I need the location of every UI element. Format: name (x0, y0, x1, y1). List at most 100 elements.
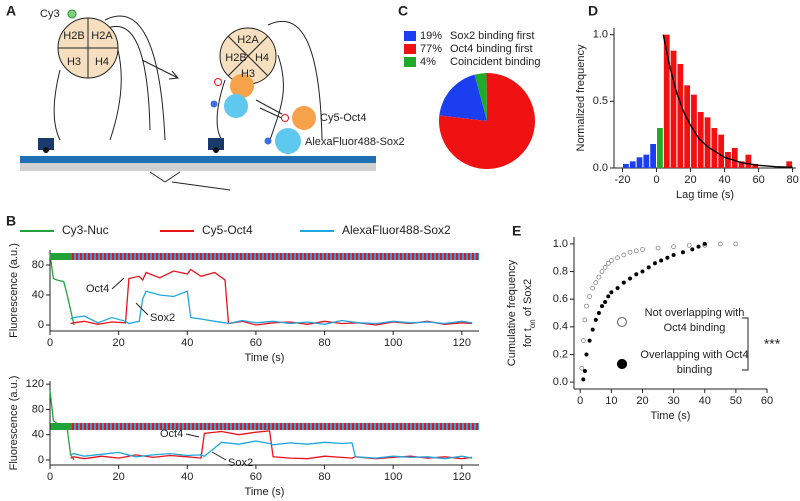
legend-label: Oct4 binding first (450, 43, 533, 55)
hist-bar (752, 164, 759, 168)
annotation: Oct4 (160, 428, 183, 440)
x-tick-label: 20 (636, 395, 648, 407)
point (581, 377, 586, 382)
panel-label: D (588, 3, 598, 19)
hist-bar (731, 148, 738, 168)
histone-label: H2A (237, 34, 259, 46)
annotation-arrow (135, 302, 149, 316)
hist-bar (704, 117, 711, 168)
point (593, 280, 599, 285)
glass (20, 163, 376, 171)
anchor (208, 138, 224, 150)
oct4-label: Cy5-Oct4 (320, 112, 366, 124)
point (590, 285, 596, 291)
pie-slice (474, 73, 487, 121)
point (587, 294, 592, 299)
legend-entry: Overlapping with Oct4 binding (640, 349, 749, 376)
significance-bracket (742, 317, 749, 371)
point (582, 317, 588, 323)
dna (216, 20, 323, 141)
nucleosome-cross (58, 18, 118, 78)
x-tick-label: 40 (718, 174, 730, 186)
histone-label: H4 (95, 56, 109, 68)
y-tick-label: 0.6 (553, 293, 568, 305)
excitation-strip (72, 253, 479, 260)
trace (49, 253, 75, 326)
annotation-arrow (111, 277, 125, 290)
schematic: Cy3 H2B H2A H3 H4 H2A H2B H4 H3 Cy5-Oct4… (20, 8, 405, 191)
point (615, 255, 620, 261)
point (609, 258, 614, 263)
y-tick-label: 0.2 (553, 348, 568, 360)
y-tick-label: 0.0 (553, 376, 568, 388)
x-tick-label: 100 (384, 471, 402, 483)
point (600, 304, 605, 309)
oct4-free (292, 106, 316, 130)
x-tick-label: 60 (250, 471, 262, 483)
trace (70, 290, 473, 325)
annotation-arrow (211, 451, 227, 461)
y-tick-label: 1.0 (593, 29, 608, 41)
y-axis-label: Normalized frequency (575, 44, 587, 151)
sox2-label: AlexaFluor488-Sox2 (305, 136, 405, 148)
anchor (38, 138, 54, 150)
x-tick-label: 0 (47, 471, 53, 483)
x-tick-label: 80 (786, 174, 798, 186)
panel-label: A (6, 3, 16, 19)
y-tick-label: 0.4 (553, 321, 568, 333)
x-axis-label: Lag time (s) (676, 189, 734, 201)
trace (70, 268, 473, 326)
panel-label: B (6, 213, 16, 229)
legend-label: Overlapping with Oct4 binding (640, 349, 749, 376)
hist-bar (636, 157, 643, 168)
legend-value: 19% (420, 30, 442, 42)
hist-bar (650, 144, 657, 168)
point (596, 311, 601, 315)
point (652, 261, 657, 266)
cy5-dye (214, 78, 222, 86)
x-tick-label: 100 (384, 337, 402, 349)
hist-bar (670, 50, 677, 168)
legend-label: AlexaFluor488-Sox2 (342, 223, 451, 237)
x-tick-label: 80 (318, 471, 330, 483)
fit-curve (662, 34, 793, 168)
x-tick-label: 40 (181, 471, 193, 483)
legend-label: Coincident binding (450, 56, 541, 68)
y-axis-label-sub: on (528, 319, 537, 328)
point (579, 365, 585, 371)
point (634, 272, 639, 277)
point (696, 244, 701, 249)
x-tick-label: -20 (615, 174, 631, 186)
cy3-dye (67, 9, 77, 19)
annotation: Sox2 (150, 312, 175, 324)
point (659, 258, 664, 263)
y-tick-label: 0.5 (593, 95, 608, 107)
legend-label: Cy5-Oct4 (202, 223, 253, 237)
y-tick-label: 80 (32, 259, 44, 271)
annotation: Sox2 (228, 457, 253, 469)
y-tick-label: 40 (32, 289, 44, 301)
x-tick-label: 0 (47, 337, 53, 349)
point (702, 241, 707, 246)
legend-swatch (404, 57, 416, 67)
point (717, 241, 723, 247)
x-tick-label: 30 (667, 395, 679, 407)
point (633, 248, 639, 254)
panel-label: E (512, 223, 521, 239)
point (587, 338, 592, 343)
hist-bar (725, 152, 731, 168)
sox2-bound (224, 94, 248, 118)
x-tick-label: 120 (453, 471, 471, 483)
y-axis-label: Fluorescence (a.u.) (8, 376, 20, 471)
pie-slice (439, 73, 536, 169)
legend-swatch (404, 31, 416, 41)
hist-bar (629, 161, 636, 168)
x-tick-label: 40 (699, 395, 711, 407)
hist-bar (657, 128, 663, 168)
point (655, 245, 661, 251)
point (584, 352, 589, 357)
x-tick-label: 120 (453, 337, 471, 349)
point (671, 252, 676, 257)
arrow (141, 59, 179, 80)
point (680, 250, 685, 255)
